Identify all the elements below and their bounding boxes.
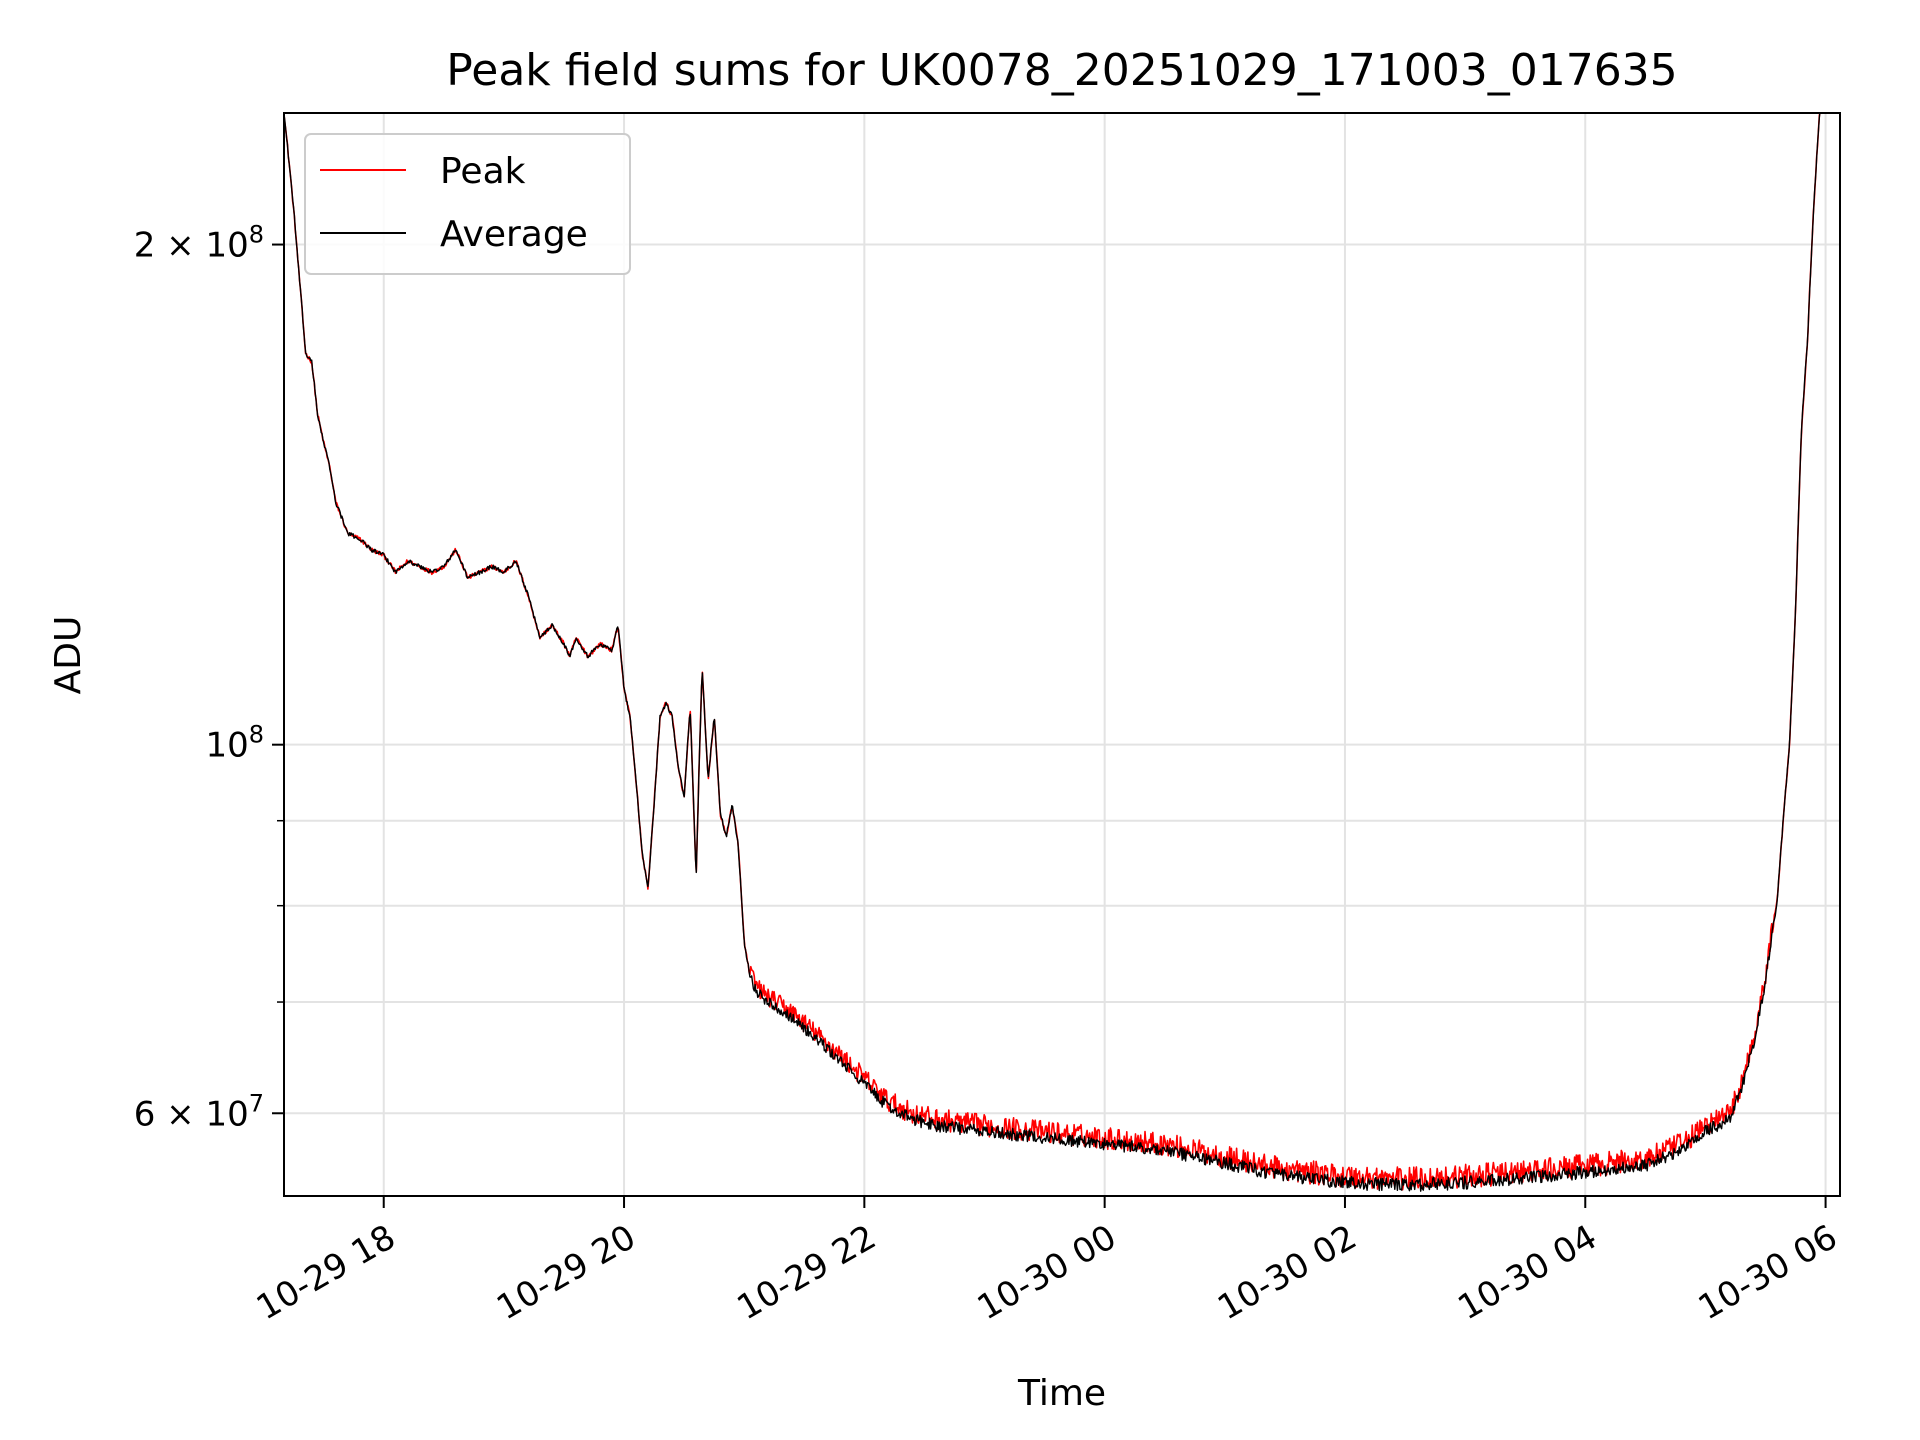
y-tick-label-exponent: 8 xyxy=(249,221,264,249)
y-tick-label-exponent: 8 xyxy=(249,721,264,749)
y-tick-label-base: 6 × 10 xyxy=(134,1094,249,1134)
y-tick-label: 6 × 107 xyxy=(134,1089,264,1134)
series-layer xyxy=(284,113,1821,1192)
y-tick-label-base: 2 × 10 xyxy=(134,226,249,266)
x-axis-label: Time xyxy=(1017,1373,1106,1414)
y-tick-label-exponent: 7 xyxy=(249,1089,264,1117)
y-tick-label-base: 10 xyxy=(205,726,248,766)
legend-label-average: Average xyxy=(440,214,588,255)
series-line-average xyxy=(284,113,1821,1192)
plot-frame xyxy=(283,112,1841,1197)
legend: Peak Average xyxy=(304,133,631,275)
y-tick-label: 2 × 108 xyxy=(134,221,264,266)
y-axis-label: ADU xyxy=(48,616,89,695)
chart-title: Peak field sums for UK0078_20251029_1710… xyxy=(446,45,1677,96)
y-tick-label: 108 xyxy=(205,721,264,766)
legend-label-peak: Peak xyxy=(440,151,526,192)
grid xyxy=(284,113,1840,1196)
